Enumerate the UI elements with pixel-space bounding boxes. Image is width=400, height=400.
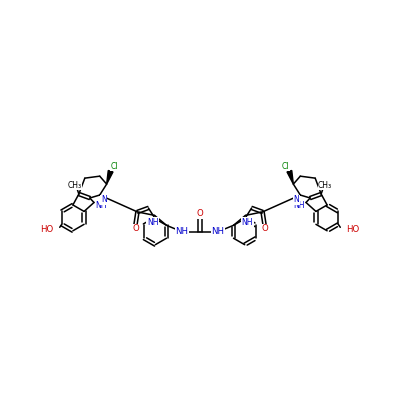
Text: N: N [294, 196, 299, 204]
Text: NH: NH [211, 227, 224, 236]
Polygon shape [107, 170, 113, 184]
Text: HO: HO [346, 225, 360, 234]
Text: O: O [132, 224, 139, 233]
Text: CH₃: CH₃ [318, 181, 332, 190]
Text: NH: NH [242, 218, 253, 227]
Text: NH: NH [147, 218, 158, 227]
Text: NH: NH [293, 201, 305, 210]
Text: Cl: Cl [111, 162, 118, 171]
Text: Cl: Cl [282, 162, 289, 171]
Text: NH: NH [176, 227, 189, 236]
Polygon shape [287, 170, 293, 184]
Text: NH: NH [95, 201, 107, 210]
Text: HO: HO [40, 225, 54, 234]
Text: O: O [261, 224, 268, 233]
Text: N: N [101, 196, 106, 204]
Text: CH₃: CH₃ [68, 181, 82, 190]
Text: O: O [197, 210, 203, 218]
